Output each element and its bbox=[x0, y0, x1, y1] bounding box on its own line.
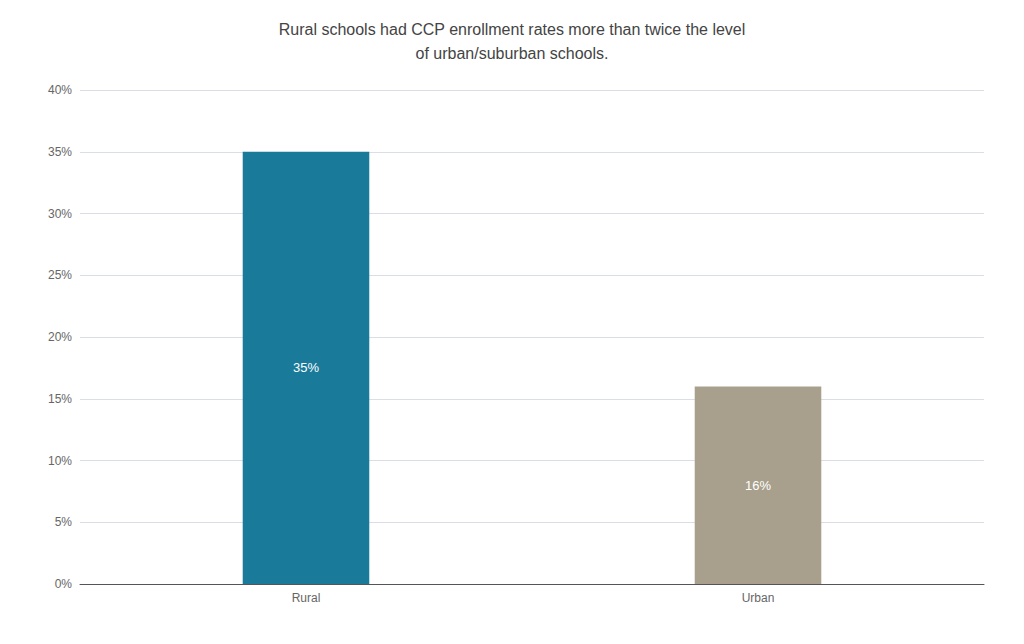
svg-text:30%: 30% bbox=[48, 207, 72, 221]
svg-text:of urban/suburban schools.: of urban/suburban schools. bbox=[415, 45, 608, 62]
svg-text:0%: 0% bbox=[55, 577, 73, 591]
svg-text:20%: 20% bbox=[48, 330, 72, 344]
svg-text:35%: 35% bbox=[48, 145, 72, 159]
svg-text:Rural schools had CCP enrollme: Rural schools had CCP enrollment rates m… bbox=[279, 21, 746, 38]
svg-text:10%: 10% bbox=[48, 454, 72, 468]
svg-text:40%: 40% bbox=[48, 83, 72, 97]
svg-text:35%: 35% bbox=[293, 360, 319, 375]
svg-text:15%: 15% bbox=[48, 392, 72, 406]
svg-text:Urban: Urban bbox=[742, 591, 775, 605]
svg-text:Rural: Rural bbox=[292, 591, 321, 605]
svg-text:25%: 25% bbox=[48, 268, 72, 282]
svg-text:16%: 16% bbox=[745, 478, 771, 493]
svg-text:5%: 5% bbox=[55, 515, 73, 529]
